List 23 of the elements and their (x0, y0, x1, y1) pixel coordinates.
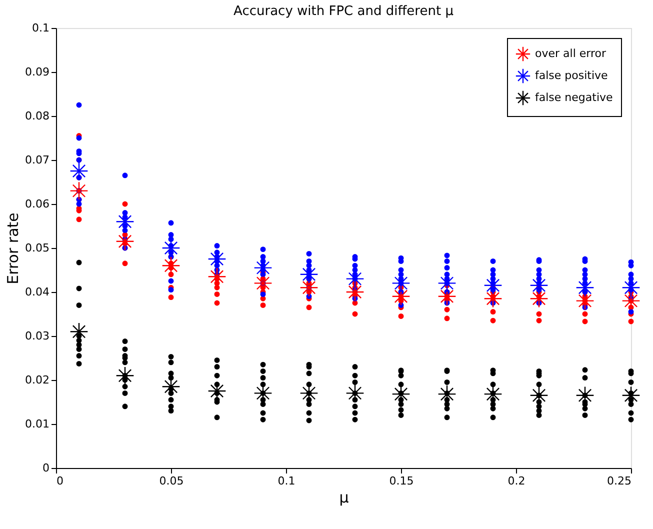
y-tick-label: 0.05 (25, 242, 50, 254)
legend-label: over all error (535, 47, 606, 60)
x-tick-label: 0.2 (508, 474, 526, 488)
x-tick-label: 0.05 (159, 474, 184, 488)
y-tick-label: 0.06 (25, 198, 50, 210)
y-tick-label: 0.08 (25, 110, 50, 122)
y-tick-label: 0.09 (25, 66, 50, 78)
y-tick-label: 0.04 (25, 286, 50, 298)
y-tick-label: 0.01 (25, 418, 50, 430)
x-tick-label: 0 (56, 474, 64, 488)
x-axis-title: μ (339, 488, 350, 506)
chart-title: Accuracy with FPC and different μ (234, 4, 454, 19)
y-tick-label: 0.1 (32, 22, 50, 34)
legend-label: false positive (535, 69, 608, 82)
y-tick-label: 0 (42, 462, 50, 474)
x-tick-label: 0.25 (607, 474, 632, 488)
x-tick-label: 0.1 (278, 474, 296, 488)
y-tick-label: 0.02 (25, 374, 50, 386)
y-tick-label: 0.03 (25, 330, 50, 342)
legend-label: false negative (535, 91, 614, 104)
y-tick-label: 0.07 (25, 154, 50, 166)
x-tick-label: 0.15 (389, 474, 414, 488)
y-axis-title: Error rate (4, 212, 22, 284)
